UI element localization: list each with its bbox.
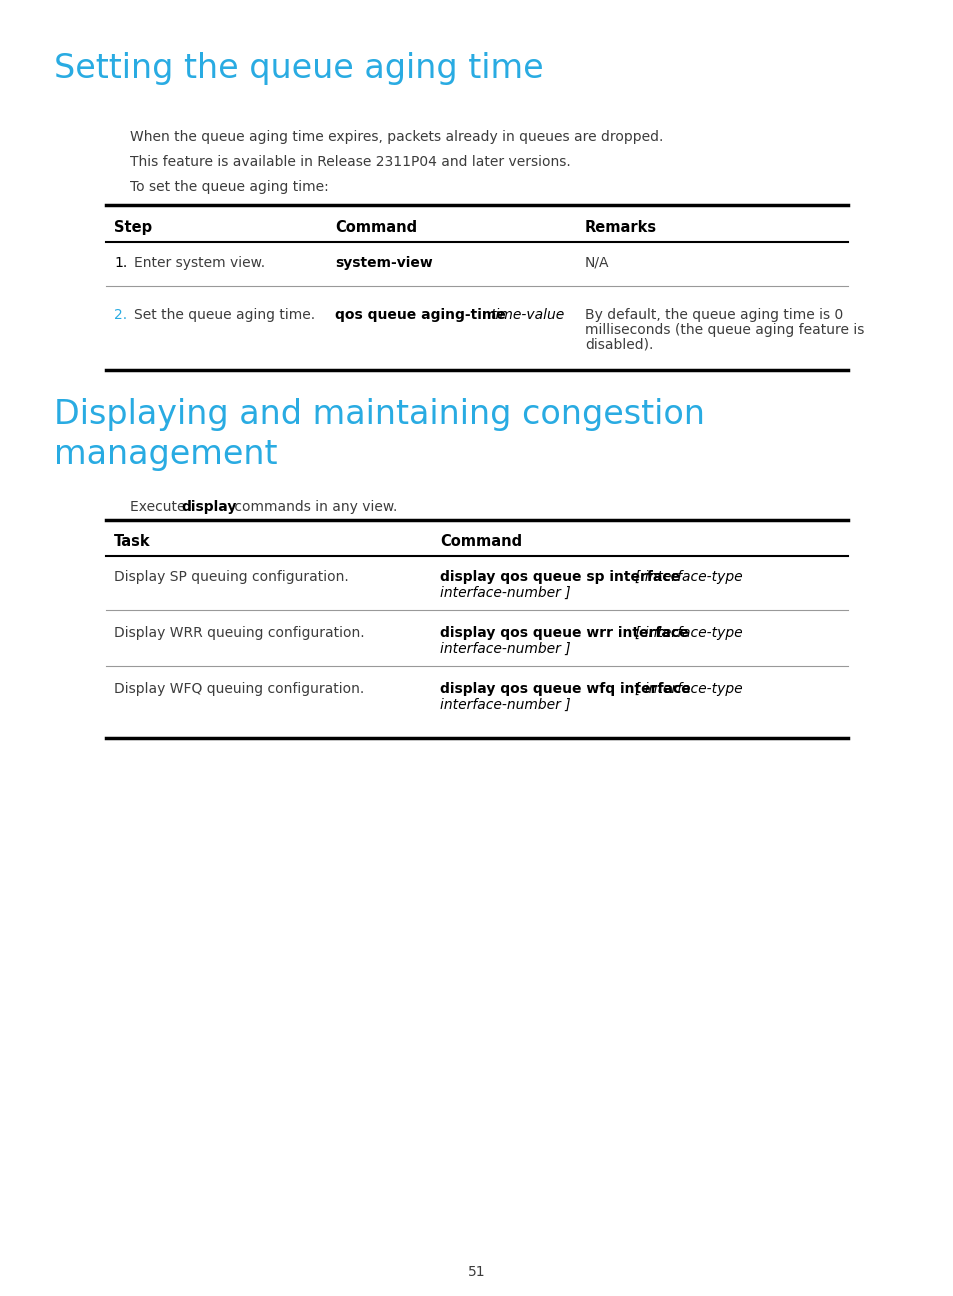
Text: Remarks: Remarks <box>584 220 657 235</box>
Text: Display WFQ queuing configuration.: Display WFQ queuing configuration. <box>113 682 364 696</box>
Text: management: management <box>54 438 277 470</box>
Text: To set the queue aging time:: To set the queue aging time: <box>130 180 329 194</box>
Text: N/A: N/A <box>584 257 609 270</box>
Text: Command: Command <box>335 220 416 235</box>
Text: Set the queue aging time.: Set the queue aging time. <box>133 308 314 321</box>
Text: qos queue aging-time: qos queue aging-time <box>335 308 505 321</box>
Text: Display WRR queuing configuration.: Display WRR queuing configuration. <box>113 626 364 640</box>
Text: display qos queue wrr interface: display qos queue wrr interface <box>439 626 688 640</box>
Text: Step: Step <box>113 220 152 235</box>
Text: Displaying and maintaining congestion: Displaying and maintaining congestion <box>54 398 704 432</box>
Text: interface-number ]: interface-number ] <box>439 642 570 656</box>
Text: Task: Task <box>113 534 151 550</box>
Text: disabled).: disabled). <box>584 338 653 353</box>
Text: Display SP queuing configuration.: Display SP queuing configuration. <box>113 570 349 584</box>
Text: [ interface-type: [ interface-type <box>635 682 741 696</box>
Text: When the queue aging time expires, packets already in queues are dropped.: When the queue aging time expires, packe… <box>130 130 662 144</box>
Text: [ interface-type: [ interface-type <box>635 626 741 640</box>
Text: 1.: 1. <box>113 257 127 270</box>
Text: Command: Command <box>439 534 521 550</box>
Text: interface-number ]: interface-number ] <box>439 586 570 600</box>
Text: interface-number ]: interface-number ] <box>439 699 570 712</box>
Text: Execute: Execute <box>130 500 190 515</box>
Text: Setting the queue aging time: Setting the queue aging time <box>54 52 543 86</box>
Text: display qos queue wfq interface: display qos queue wfq interface <box>439 682 690 696</box>
Text: system-view: system-view <box>335 257 433 270</box>
Text: By default, the queue aging time is 0: By default, the queue aging time is 0 <box>584 308 842 321</box>
Text: time-value: time-value <box>490 308 563 321</box>
Text: 51: 51 <box>468 1265 485 1279</box>
Text: This feature is available in Release 2311P04 and later versions.: This feature is available in Release 231… <box>130 156 570 168</box>
Text: 2.: 2. <box>113 308 127 321</box>
Text: display: display <box>181 500 236 515</box>
Text: [ interface-type: [ interface-type <box>635 570 741 584</box>
Text: commands in any view.: commands in any view. <box>230 500 397 515</box>
Text: milliseconds (the queue aging feature is: milliseconds (the queue aging feature is <box>584 323 863 337</box>
Text: Enter system view.: Enter system view. <box>133 257 265 270</box>
Text: display qos queue sp interface: display qos queue sp interface <box>439 570 679 584</box>
